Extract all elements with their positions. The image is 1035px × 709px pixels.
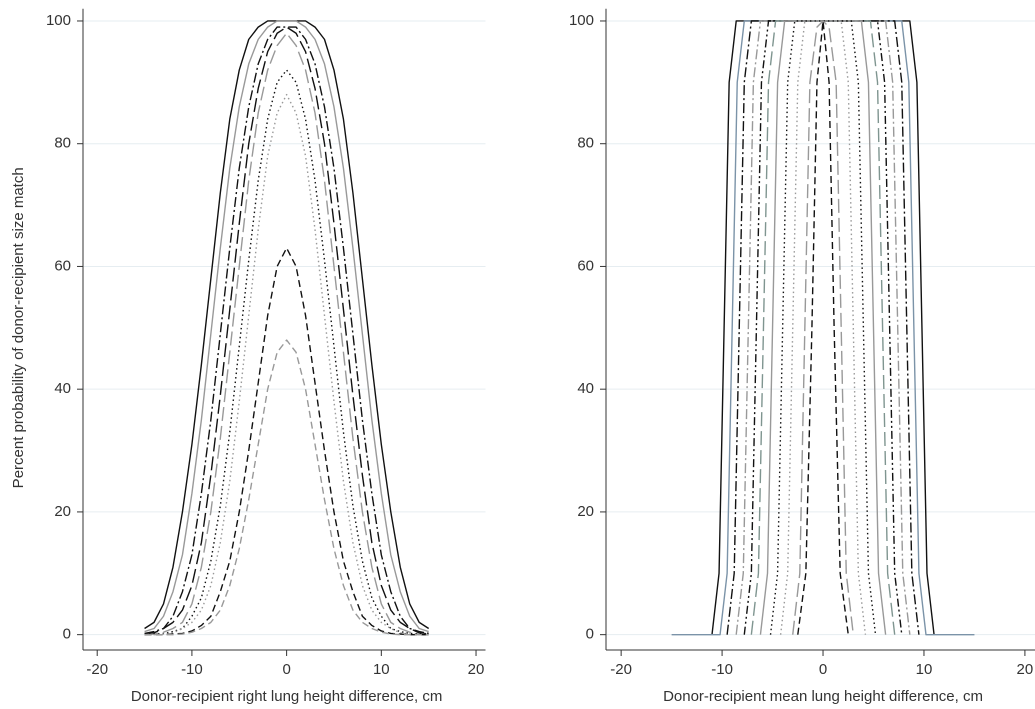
curve bbox=[144, 20, 430, 630]
curve bbox=[735, 20, 911, 635]
curve bbox=[769, 20, 877, 635]
curve bbox=[750, 20, 896, 635]
curve bbox=[779, 20, 867, 635]
curve bbox=[144, 247, 429, 636]
x-axis-label: Donor-recipient right lung height differ… bbox=[131, 688, 443, 705]
curve bbox=[711, 20, 935, 635]
x-tick-label: 10 bbox=[916, 661, 933, 678]
curve bbox=[797, 20, 849, 635]
y-tick-label: 100 bbox=[46, 12, 71, 29]
y-tick-label: 60 bbox=[577, 257, 594, 274]
x-axis-label: Donor-recipient mean lung height differe… bbox=[663, 688, 983, 705]
y-tick-label: 20 bbox=[577, 503, 594, 520]
curve bbox=[144, 26, 429, 635]
y-tick-label: 60 bbox=[54, 257, 71, 274]
curve bbox=[743, 20, 903, 635]
y-tick-label: 100 bbox=[569, 12, 594, 29]
curve bbox=[144, 32, 429, 636]
y-tick-label: 40 bbox=[577, 380, 594, 397]
y-tick-label: 0 bbox=[63, 626, 71, 643]
x-tick-label: 20 bbox=[1017, 661, 1034, 678]
curve bbox=[144, 20, 429, 633]
y-tick-label: 20 bbox=[54, 503, 71, 520]
x-tick-label: -10 bbox=[711, 661, 733, 678]
x-tick-label: 0 bbox=[282, 661, 290, 678]
x-tick-label: -20 bbox=[86, 661, 108, 678]
x-tick-label: -20 bbox=[610, 661, 632, 678]
curve bbox=[144, 69, 429, 636]
y-tick-label: 0 bbox=[586, 626, 594, 643]
x-tick-label: 10 bbox=[373, 661, 390, 678]
curve bbox=[144, 339, 429, 636]
curve bbox=[144, 26, 429, 635]
curve bbox=[144, 93, 429, 636]
curve bbox=[671, 20, 975, 636]
x-tick-label: 20 bbox=[468, 661, 485, 678]
curve bbox=[759, 20, 887, 635]
x-tick-label: 0 bbox=[819, 661, 827, 678]
y-tick-label: 40 bbox=[54, 380, 71, 397]
curve bbox=[792, 20, 855, 635]
y-tick-label: 80 bbox=[54, 135, 71, 152]
y-tick-label: 80 bbox=[577, 135, 594, 152]
x-tick-label: -10 bbox=[181, 661, 203, 678]
y-axis-label: Percent probability of donor-recipient s… bbox=[10, 167, 27, 488]
